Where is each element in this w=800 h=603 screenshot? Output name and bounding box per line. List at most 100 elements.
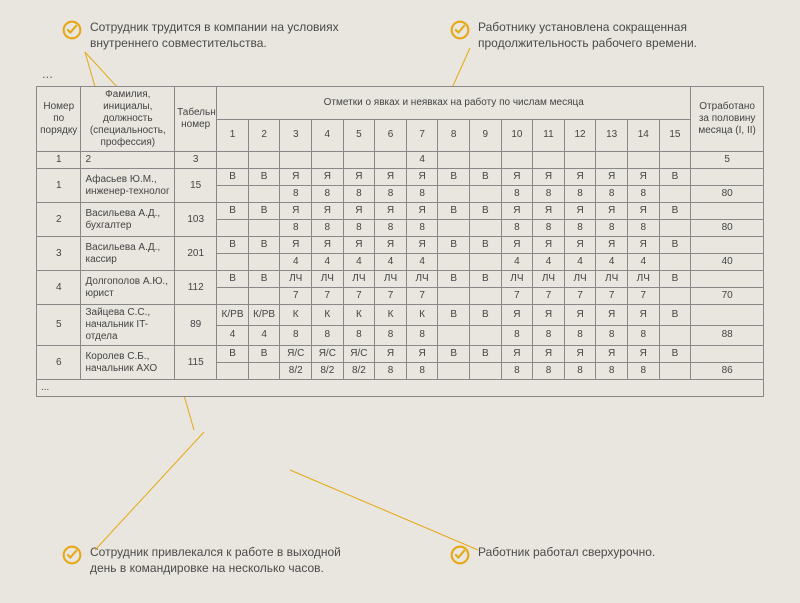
check-icon [62,545,82,565]
cell-hours: 7 [375,288,407,305]
cell-mark: Я [627,305,659,326]
cell-mark: Я [501,169,533,186]
cell-hours: 7 [533,288,565,305]
th-worked: Отработано за половину месяца (I, II) [691,87,764,152]
cell-mark: Я [564,169,596,186]
cell-hours [217,288,249,305]
cell-mark: Я [564,203,596,220]
cell-mark: Я [533,169,565,186]
cell-hours [469,325,501,346]
cell-hours [469,186,501,203]
cell-hours: 8 [343,186,375,203]
subhead-cell: 1 [37,152,81,169]
cell-mark: В [659,203,691,220]
top-ellipsis: ... [42,66,53,81]
cell-mark: К [406,305,438,326]
cell-hours [438,254,470,271]
cell-hours [659,220,691,237]
cell-hours: 7 [406,288,438,305]
cell-hours [217,363,249,380]
cell-mark: Я [312,169,344,186]
cell-mark: Я [280,203,312,220]
cell-worked [691,271,764,288]
cell-mark: К/РВ [217,305,249,326]
cell-hours: 8 [596,325,628,346]
cell-hours: 4 [564,254,596,271]
cell-hours: 8 [501,325,533,346]
th-day: 4 [312,119,344,152]
subhead-cell: 4 [406,152,438,169]
cell-mark: ЛЧ [406,271,438,288]
cell-mark: В [248,237,280,254]
subhead-cell [627,152,659,169]
cell-hours [217,186,249,203]
cell-hours: 8 [375,220,407,237]
cell-mark: Я/С [343,346,375,363]
cell-mark: Я/С [280,346,312,363]
cell-hours: 8/2 [343,363,375,380]
cell-worked: 80 [691,220,764,237]
cell-num: 4 [37,271,81,305]
cell-hours: 8 [627,363,659,380]
cell-mark: ЛЧ [312,271,344,288]
th-day: 5 [343,119,375,152]
cell-mark: В [469,237,501,254]
th-day: 6 [375,119,407,152]
check-icon [62,20,82,40]
cell-mark: Я [501,203,533,220]
cell-mark: ЛЧ [375,271,407,288]
cell-mark: В [217,346,249,363]
cell-hours: 4 [596,254,628,271]
subhead-cell [312,152,344,169]
cell-num: 3 [37,237,81,271]
subhead-cell [501,152,533,169]
cell-mark: Я [280,169,312,186]
cell-hours: 4 [280,254,312,271]
cell-worked [691,305,764,326]
th-name: Фамилия, инициалы, должность (специально… [81,87,175,152]
cell-mark: ЛЧ [596,271,628,288]
cell-mark: Я [501,237,533,254]
timesheet-table: Номер по порядку Фамилия, инициалы, долж… [36,86,764,397]
cell-worked: 40 [691,254,764,271]
callout-text: Работник работал сверхурочно. [478,545,655,561]
cell-hours: 4 [501,254,533,271]
cell-hours: 8 [564,325,596,346]
cell-mark: Я/С [312,346,344,363]
cell-mark: Я [533,203,565,220]
cell-mark: В [248,346,280,363]
cell-mark: Я [596,203,628,220]
subhead-cell: 2 [81,152,175,169]
cell-mark: Я [343,237,375,254]
cell-num: 5 [37,305,81,346]
subhead-row: 12345 [37,152,764,169]
cell-hours: 8 [533,325,565,346]
cell-mark: Я [406,237,438,254]
cell-mark: Я [596,346,628,363]
cell-mark: ЛЧ [280,271,312,288]
subhead-cell: 3 [175,152,217,169]
subhead-cell [248,152,280,169]
cell-name: Афасьев Ю.М., инженер-технолог [81,169,175,203]
cell-hours: 8 [312,325,344,346]
cell-hours [469,363,501,380]
subhead-cell [564,152,596,169]
cell-mark: Я [596,237,628,254]
cell-mark: В [217,271,249,288]
cell-mark: ЛЧ [343,271,375,288]
cell-mark: Я [564,237,596,254]
callout-top-left: Сотрудник трудится в компании на условия… [62,20,370,51]
cell-mark: К [312,305,344,326]
subhead-cell [596,152,628,169]
th-num: Номер по порядку [37,87,81,152]
cell-mark: Я [406,169,438,186]
th-day: 12 [564,119,596,152]
cell-hours: 8 [280,186,312,203]
cell-mark: Я [375,169,407,186]
cell-hours [217,254,249,271]
cell-name: Зайцева С.С., начальник IT-отдела [81,305,175,346]
cell-mark: Я [406,346,438,363]
subhead-cell [280,152,312,169]
th-day: 8 [438,119,470,152]
cell-worked [691,346,764,363]
